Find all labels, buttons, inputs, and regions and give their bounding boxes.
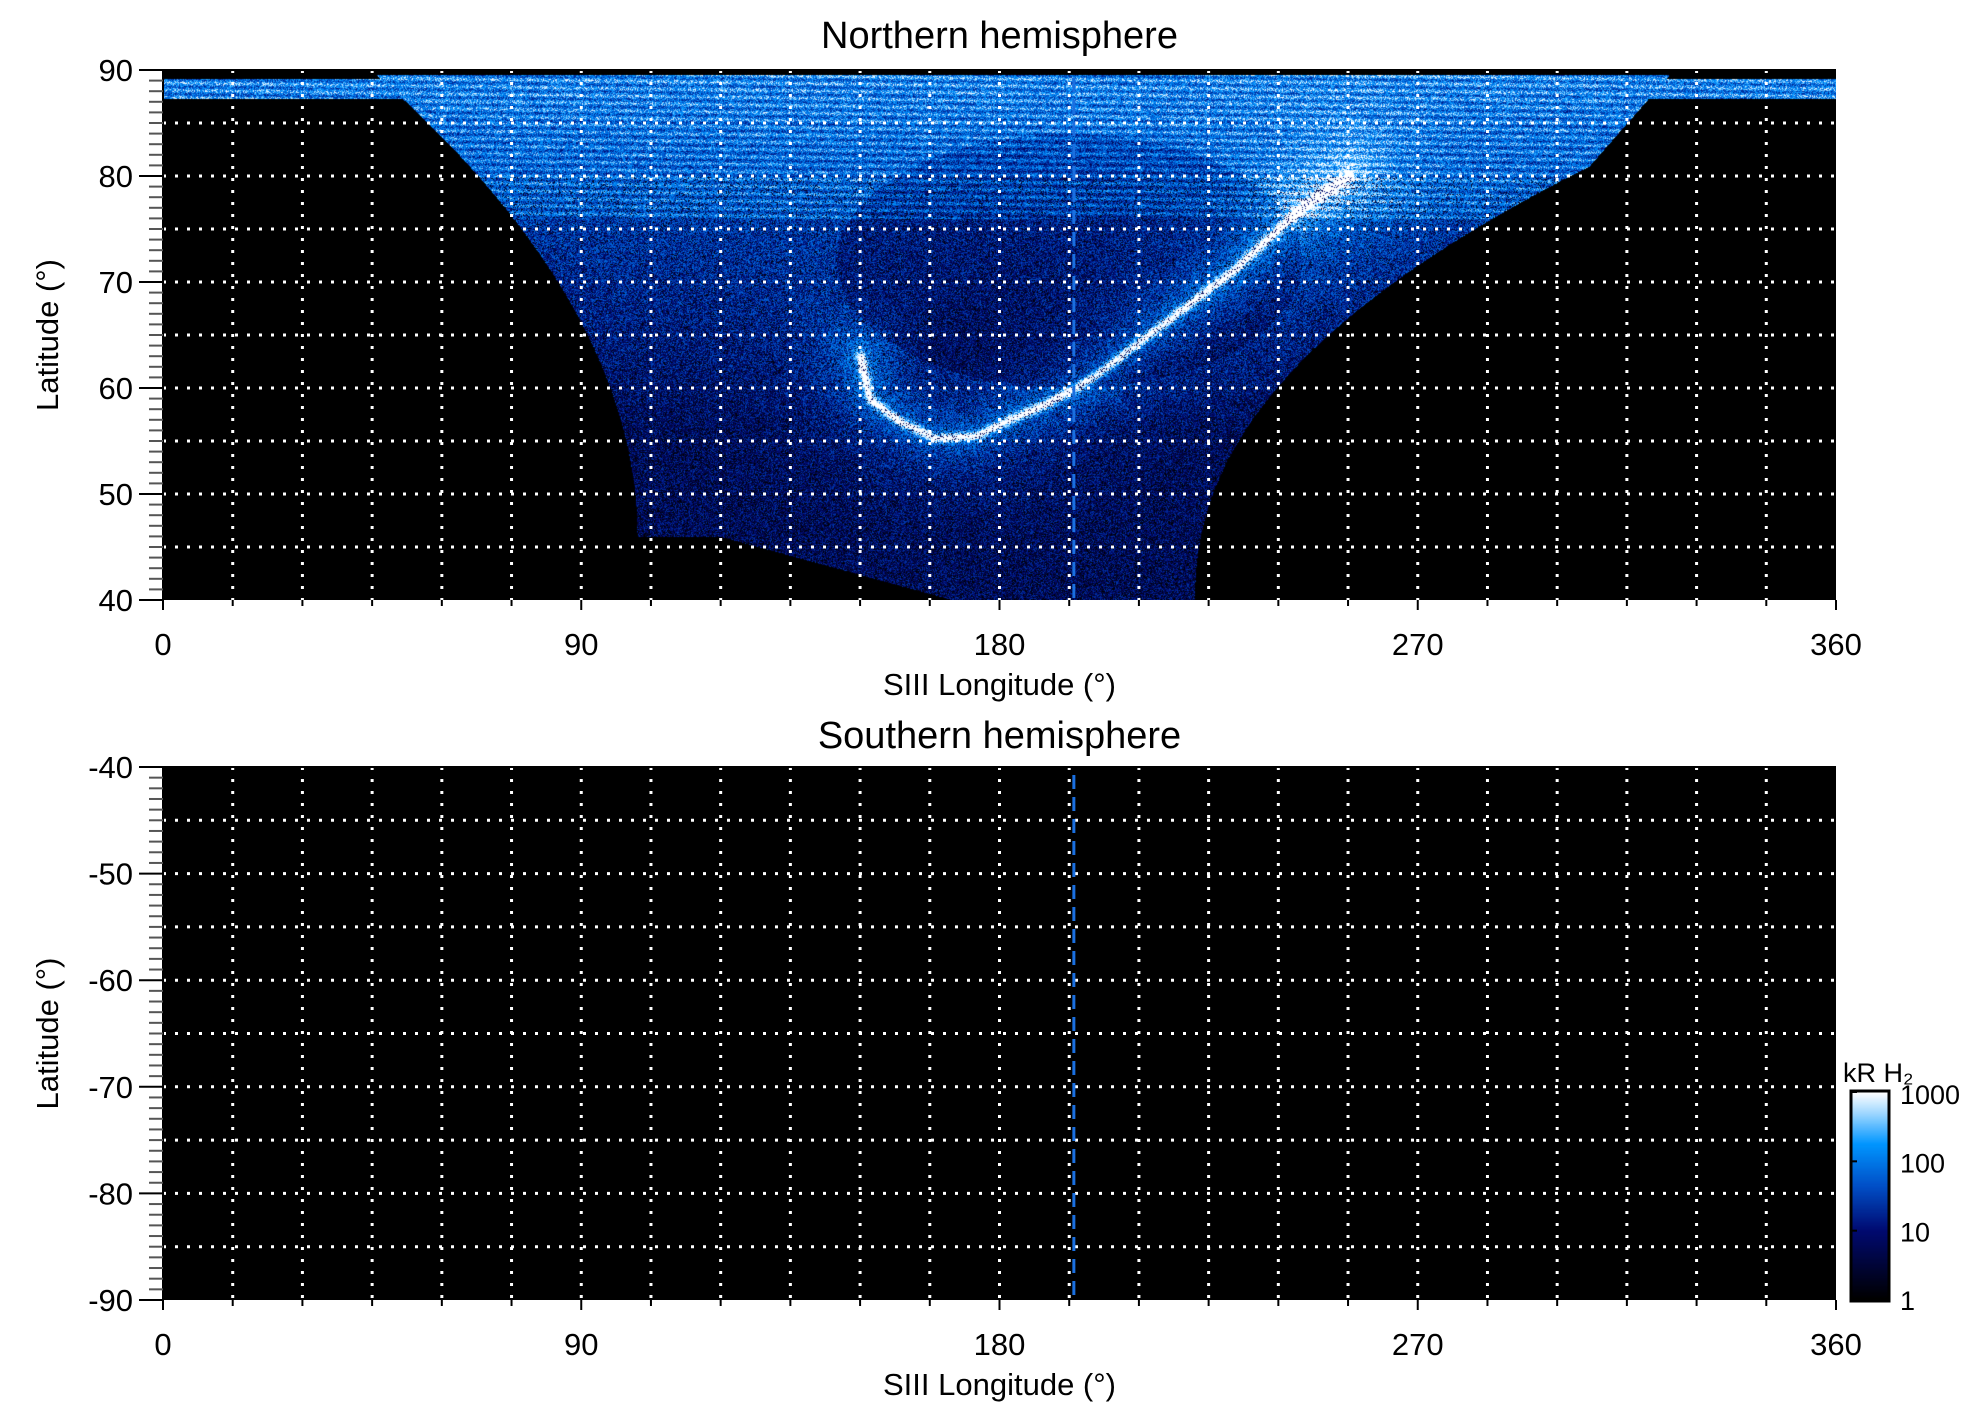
- colorbar-gradient: [1852, 1092, 1888, 1300]
- panel-title: Northern hemisphere: [821, 15, 1178, 57]
- y-tick-label: -80: [88, 1176, 133, 1211]
- colorbar-tick-label: 1: [1900, 1286, 1915, 1316]
- y-tick-label: 70: [99, 265, 133, 300]
- x-tick-label: 270: [1392, 1327, 1444, 1362]
- panel-title: Southern hemisphere: [818, 715, 1181, 757]
- y-tick-label: 90: [99, 53, 133, 88]
- colorbar-label: kR H₂: [1843, 1058, 1913, 1088]
- southern-panel: -90 -80 -70 -60 -50 -40 0 90 180 270 360 Southern h…: [30, 715, 1862, 1402]
- y-tick-label: 60: [99, 371, 133, 406]
- y-axis-label: Latitude (°): [30, 259, 65, 411]
- northern-panel: 40 50 60 70 80 90 0 90 180 270 360 Northern hemisph…: [30, 15, 1862, 702]
- y-tick-label: 50: [99, 477, 133, 512]
- y-tick-label: -40: [88, 750, 133, 785]
- x-tick-label: 90: [564, 1327, 598, 1362]
- x-tick-label: 360: [1810, 1327, 1862, 1362]
- y-tick-label: -70: [88, 1070, 133, 1105]
- colorbar-frame: [1849, 1089, 1891, 1303]
- colorbar-tick-label: 1000: [1900, 1080, 1960, 1110]
- x-tick-label: 180: [974, 627, 1026, 662]
- y-axis-label: Latitude (°): [30, 958, 65, 1110]
- x-tick-label: 90: [564, 627, 598, 662]
- colorbar-tick-label: 10: [1900, 1218, 1930, 1248]
- y-tick-label: -50: [88, 857, 133, 892]
- colorbar-tick-label: 100: [1900, 1148, 1945, 1178]
- x-tick-label: 0: [154, 1327, 171, 1362]
- x-tick-label: 360: [1810, 627, 1862, 662]
- x-tick-label: 0: [154, 627, 171, 662]
- x-axis-label: SIII Longitude (°): [883, 667, 1116, 702]
- y-tick-label: -90: [88, 1283, 133, 1318]
- x-axis-label: SIII Longitude (°): [883, 1367, 1116, 1402]
- y-tick-label: -60: [88, 963, 133, 998]
- x-tick-label: 180: [974, 1327, 1026, 1362]
- y-tick-label: 80: [99, 159, 133, 194]
- y-tick-label: 40: [99, 583, 133, 618]
- colorbar: kR H₂ 1 10 100 1000: [1843, 1058, 1960, 1316]
- x-tick-label: 270: [1392, 627, 1444, 662]
